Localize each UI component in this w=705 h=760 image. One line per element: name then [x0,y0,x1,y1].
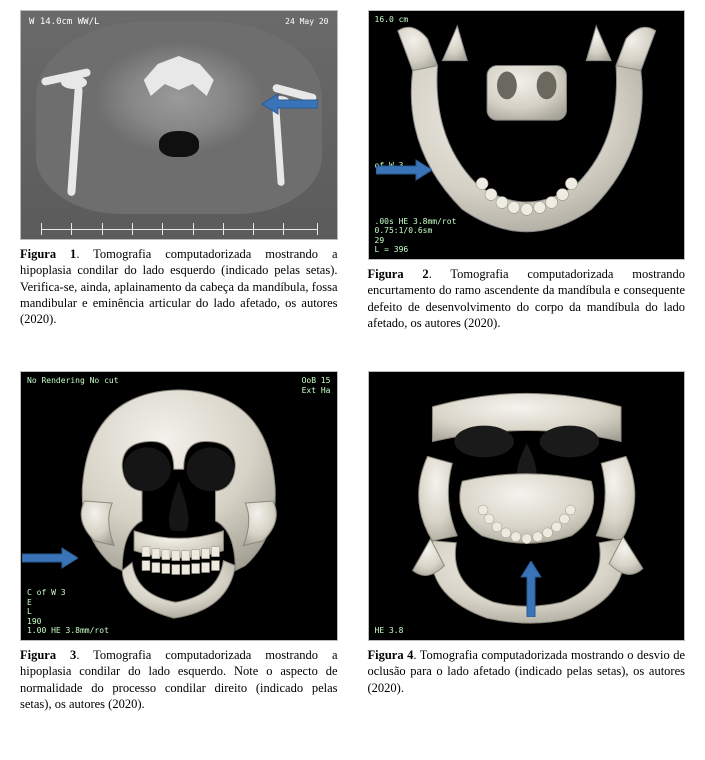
figure-2-caption: Figura 2. Tomografia computadorizada mos… [368,266,686,331]
ct-overlay-text: .00s HE 3.8mm/rot 0.75:1/0.6sm 29 L = 39… [375,217,457,255]
figure-caption-text: . Tomografia computadorizada mostrando o… [368,648,686,695]
figure-3-caption: Figura 3. Tomografia computadorizada mos… [20,647,338,712]
ct-overlay-text: C of W 3 E L 190 1.00 HE 3.8mm/rot [27,588,109,636]
arrow-icon [22,546,78,570]
figure-1-caption: Figura 1. Tomografia computadorizada mos… [20,246,338,327]
figure-4: HE 3.8 Figura 4. Tomografia computadoriz… [368,371,686,712]
figure-2: 16.0 cm of W 3 .00s HE 3.8mm/rot 0.75:1/… [368,10,686,331]
ct-overlay-text: 16.0 cm [375,15,409,25]
arrow-icon [376,158,432,182]
figure-2-image-wrap: 16.0 cm of W 3 .00s HE 3.8mm/rot 0.75:1/… [368,10,686,260]
figure-3-image: No Rendering No cut OoB 15 Ext Ha C of W… [20,371,338,641]
figure-label: Figura 4 [368,648,414,662]
ct-overlay-text: No Rendering No cut [27,376,119,386]
figure-2-image: 16.0 cm of W 3 .00s HE 3.8mm/rot 0.75:1/… [368,10,686,260]
figure-1-image: W 14.0cm WW/L 24 May 20 [20,10,338,240]
figure-label: Figura 3 [20,648,76,662]
figure-label: Figura 1 [20,247,76,261]
figure-label: Figura 2 [368,267,429,281]
figure-1-image-wrap: W 14.0cm WW/L 24 May 20 [20,10,338,240]
figure-1: W 14.0cm WW/L 24 May 20 [20,10,338,331]
ct-overlay-text: 24 May 20 [285,17,328,27]
figure-4-caption: Figura 4. Tomografia computadorizada mos… [368,647,686,696]
ct-overlay-text: HE 3.8 [375,626,404,636]
figure-3-image-wrap: No Rendering No cut OoB 15 Ext Ha C of W… [20,371,338,641]
arrow-icon [262,92,318,116]
ct-overlay-text: W 14.0cm WW/L [29,17,99,28]
figure-grid: W 14.0cm WW/L 24 May 20 [20,10,685,712]
ct-overlay-text: OoB 15 Ext Ha [302,376,331,395]
arrow-icon [519,561,543,617]
figure-4-image-wrap: HE 3.8 [368,371,686,641]
figure-3: No Rendering No cut OoB 15 Ext Ha C of W… [20,371,338,712]
